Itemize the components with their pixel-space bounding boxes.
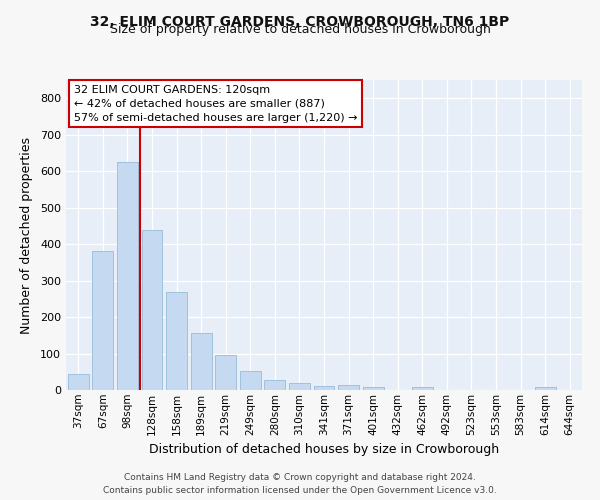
- Text: Contains HM Land Registry data © Crown copyright and database right 2024.
Contai: Contains HM Land Registry data © Crown c…: [103, 474, 497, 495]
- Bar: [68, 374, 89, 390]
- X-axis label: Distribution of detached houses by size in Crowborough: Distribution of detached houses by size …: [149, 443, 499, 456]
- Bar: [215, 356, 236, 390]
- Bar: [535, 387, 556, 390]
- Text: 32, ELIM COURT GARDENS, CROWBOROUGH, TN6 1BP: 32, ELIM COURT GARDENS, CROWBOROUGH, TN6…: [91, 15, 509, 29]
- Text: 32 ELIM COURT GARDENS: 120sqm
← 42% of detached houses are smaller (887)
57% of : 32 ELIM COURT GARDENS: 120sqm ← 42% of d…: [74, 84, 357, 122]
- Bar: [314, 386, 334, 390]
- Bar: [362, 387, 383, 390]
- Bar: [191, 334, 212, 390]
- Y-axis label: Number of detached properties: Number of detached properties: [20, 136, 33, 334]
- Bar: [92, 252, 113, 390]
- Bar: [265, 380, 286, 390]
- Bar: [338, 384, 359, 390]
- Bar: [166, 292, 187, 390]
- Bar: [142, 230, 163, 390]
- Bar: [117, 162, 138, 390]
- Bar: [240, 370, 261, 390]
- Bar: [412, 387, 433, 390]
- Text: Size of property relative to detached houses in Crowborough: Size of property relative to detached ho…: [110, 22, 490, 36]
- Bar: [289, 384, 310, 390]
